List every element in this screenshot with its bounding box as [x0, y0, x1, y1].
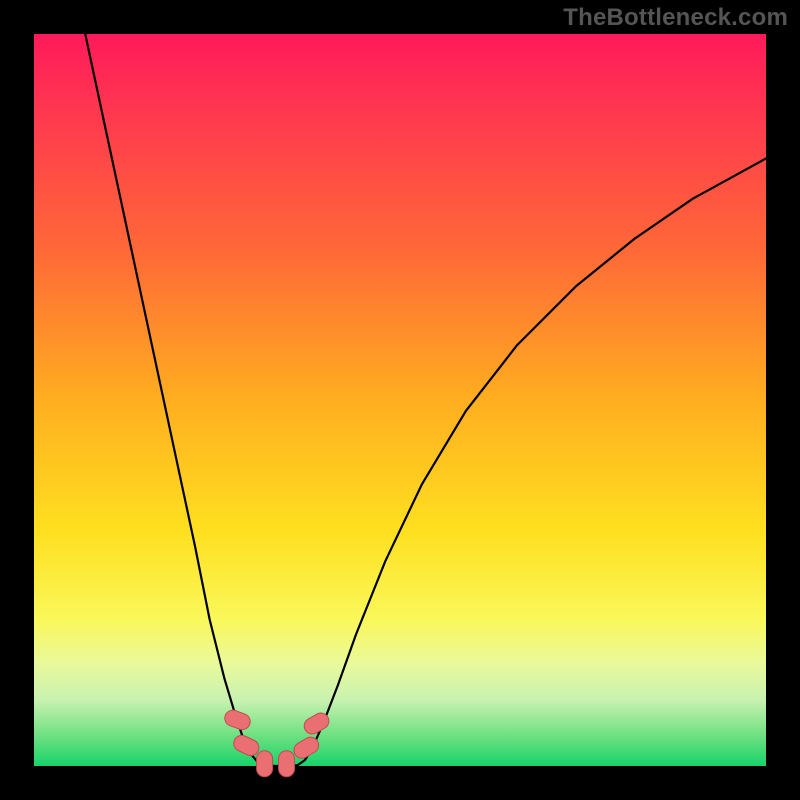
- bottleneck-chart: [0, 0, 800, 800]
- plot-background: [34, 34, 766, 766]
- marker-point: [257, 751, 273, 777]
- marker-point: [279, 751, 295, 777]
- chart-container: TheBottleneck.com: [0, 0, 800, 800]
- watermark-text: TheBottleneck.com: [563, 4, 788, 32]
